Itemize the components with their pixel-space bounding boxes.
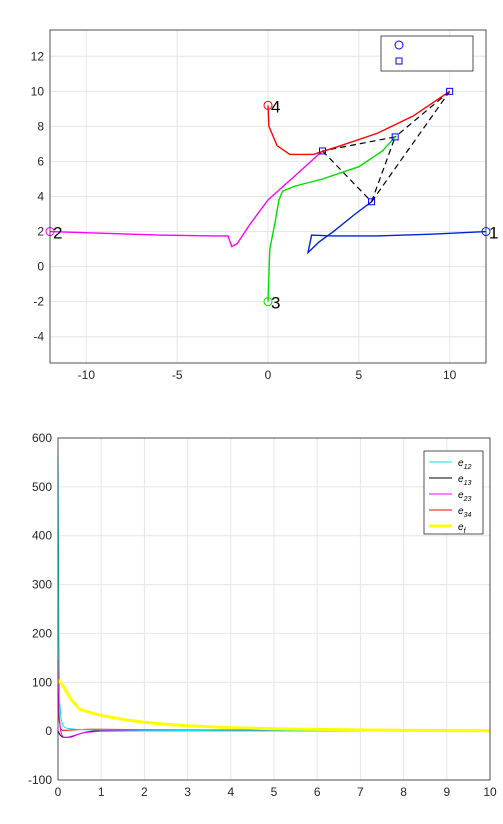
x-tick-label: 6 [314,785,321,799]
y-tick-label: 4 [37,190,44,204]
y-tick-label: -2 [33,295,44,309]
y-tick-label: 500 [32,480,52,494]
x-tick-label: 2 [141,785,148,799]
plot1-legend [380,35,474,72]
agent-labels: 1 2 3 4 [53,97,498,312]
agent-1-final-marker [368,198,376,206]
formation-edges [322,90,451,203]
agent-paths [49,90,487,302]
legend-e23-sub: 23 [463,496,472,503]
agent-2-label: 2 [53,224,62,243]
y-tick-label: 6 [37,154,44,168]
x-tick-label: 10 [483,785,497,799]
y-tick-label: 200 [32,626,52,640]
plot1-grid [50,30,486,363]
formation-edge [322,136,396,152]
y-tick-label: 12 [31,49,45,63]
x-tick-label: 8 [400,785,407,799]
x-tick-label: 4 [227,785,234,799]
x-tick-label: 5 [355,368,362,382]
x-tick-label: 10 [443,368,457,382]
x-tick-label: 0 [265,368,272,382]
legend-e12-sub: 12 [464,464,472,471]
x-tick-label: 0 [55,785,62,799]
agent-markers [45,87,491,307]
legend-circle-marker [394,40,404,50]
legend-e23-label: e23 [458,490,471,503]
legend-e13-sub: 13 [464,480,472,487]
y-tick-label: 0 [37,260,44,274]
legend-e13-label: e13 [458,474,471,487]
plot1-ticks: -10 -5 0 5 10 -4 -2 0 2 4 6 8 10 12 [31,49,457,382]
agent-3-path [267,136,396,302]
series-e12-line [57,455,491,732]
agent-3-init-marker [263,297,273,307]
y-tick-label: 400 [32,529,52,543]
series-e23-line [57,660,491,739]
y-tick-label: 10 [31,84,45,98]
legend-e12-label: e12 [458,458,471,471]
legend-e13-main: e [458,474,464,485]
agent-4-init-marker [263,100,273,110]
agent-3-final-marker [391,133,399,141]
series-ef-line [56,678,491,733]
legend-ef-main: e [458,522,464,533]
y-tick-label: 100 [32,675,52,689]
formation-edge [371,90,451,203]
agent-1-path [306,201,487,255]
legend-e12-main: e [458,458,464,469]
agent-2-final-marker [319,147,326,155]
agent-4-label: 4 [271,97,280,116]
formation-edge [370,136,396,202]
formation-edge [394,90,451,138]
agent-4-path [267,90,451,156]
legend-square-marker [395,57,403,65]
legend-e34-label: e34 [458,506,471,519]
x-tick-label: 5 [271,785,278,799]
agent-1-label: 1 [489,224,498,243]
y-tick-label: 300 [32,578,52,592]
legend-e34-main: e [458,506,464,517]
plot1-legend-box [380,35,474,72]
agent-4-final-marker [446,87,454,95]
plot2-legend-box [423,450,484,535]
x-tick-label: 3 [184,785,191,799]
plot1-frame [49,29,487,364]
y-tick-label: -4 [33,330,44,344]
x-tick-label: 7 [357,785,364,799]
y-tick-label: 2 [37,225,44,239]
x-tick-label: 1 [98,785,105,799]
y-tick-label: 600 [32,431,52,445]
y-tick-label: 8 [37,119,44,133]
error-series [56,455,491,739]
legend-ef-label: ef [458,522,467,535]
y-tick-label: -100 [28,773,52,787]
y-tick-label: 0 [45,724,52,738]
legend-ef-sub: f [464,528,467,535]
agent-3-label: 3 [271,294,280,313]
x-tick-label: -5 [172,368,183,382]
agent-2-path [49,150,323,248]
plot2-frame [57,437,491,781]
formation-edge [322,150,372,203]
legend-e34-sub: 34 [464,512,472,519]
legend-e23-main: e [458,490,464,501]
x-tick-label: -10 [78,368,96,382]
x-tick-label: 9 [443,785,450,799]
